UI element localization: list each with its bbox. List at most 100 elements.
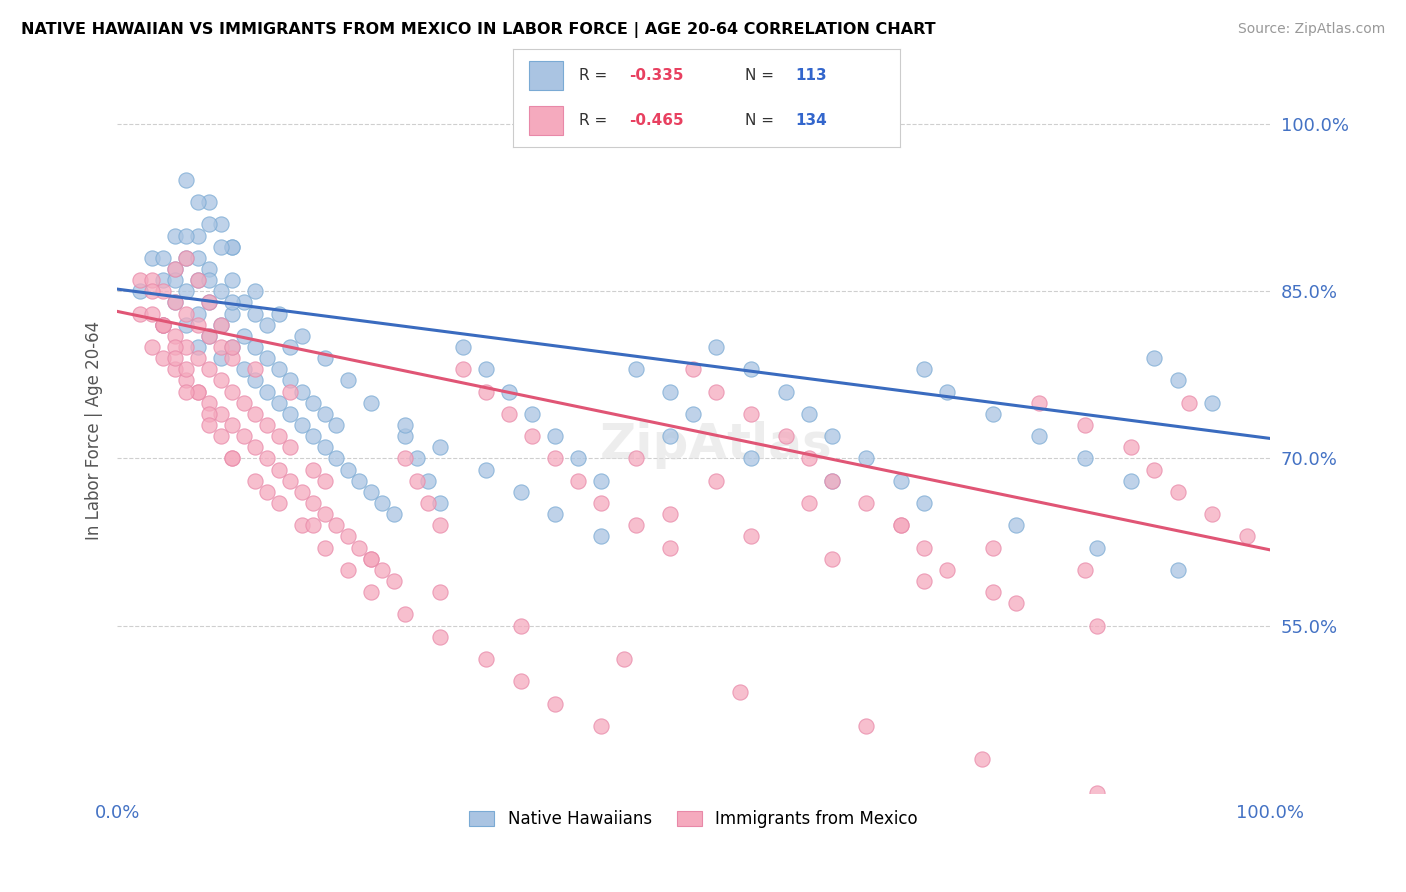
Point: [1085, 541, 1108, 555]
Point: [198, 395, 221, 409]
Point: [520, 429, 543, 443]
Point: [187, 228, 209, 243]
Point: [129, 307, 152, 321]
Point: [302, 496, 325, 510]
Point: [267, 462, 290, 476]
Point: [382, 574, 405, 588]
Point: [1074, 417, 1097, 432]
Point: [706, 474, 728, 488]
Point: [291, 518, 314, 533]
Point: [429, 585, 451, 599]
Point: [371, 496, 394, 510]
Point: [198, 295, 221, 310]
Point: [682, 362, 704, 376]
Point: [981, 407, 1004, 421]
Point: [544, 451, 567, 466]
Point: [659, 507, 682, 521]
Point: [740, 407, 762, 421]
Point: [221, 451, 243, 466]
Point: [336, 563, 359, 577]
Point: [198, 417, 221, 432]
Point: [221, 240, 243, 254]
Point: [567, 451, 589, 466]
Point: [360, 484, 382, 499]
Point: [1074, 451, 1097, 466]
Point: [890, 474, 912, 488]
Point: [221, 451, 243, 466]
Point: [821, 474, 844, 488]
Point: [394, 451, 416, 466]
Point: [221, 340, 243, 354]
Point: [821, 474, 844, 488]
Point: [176, 318, 198, 332]
Point: [544, 429, 567, 443]
Point: [509, 484, 531, 499]
Point: [394, 607, 416, 622]
Point: [475, 384, 498, 399]
Point: [221, 384, 243, 399]
Text: R =: R =: [579, 113, 607, 128]
Point: [291, 329, 314, 343]
Point: [405, 451, 427, 466]
Point: [624, 362, 647, 376]
Point: [429, 518, 451, 533]
Text: -0.465: -0.465: [630, 113, 683, 128]
Point: [163, 362, 186, 376]
Point: [1201, 395, 1223, 409]
Point: [245, 285, 267, 299]
Point: [187, 340, 209, 354]
Point: [821, 429, 844, 443]
Point: [176, 307, 198, 321]
Point: [336, 462, 359, 476]
Point: [360, 551, 382, 566]
Point: [163, 340, 186, 354]
Point: [233, 362, 256, 376]
Point: [360, 551, 382, 566]
Point: [163, 228, 186, 243]
Point: [325, 417, 347, 432]
Point: [1028, 395, 1050, 409]
Point: [163, 273, 186, 287]
Point: [314, 541, 336, 555]
Point: [706, 340, 728, 354]
Point: [1028, 429, 1050, 443]
Point: [325, 451, 347, 466]
Point: [659, 384, 682, 399]
Point: [233, 429, 256, 443]
Point: [198, 195, 221, 210]
Point: [152, 351, 174, 366]
Text: N =: N =: [745, 68, 775, 83]
Point: [198, 329, 221, 343]
Point: [659, 429, 682, 443]
Point: [176, 362, 198, 376]
Point: [451, 340, 474, 354]
Point: [152, 273, 174, 287]
Point: [659, 541, 682, 555]
Point: [382, 507, 405, 521]
Point: [278, 384, 301, 399]
Point: [291, 484, 314, 499]
Point: [775, 429, 797, 443]
Point: [209, 218, 232, 232]
Point: [394, 429, 416, 443]
Point: [187, 384, 209, 399]
Point: [176, 251, 198, 265]
Point: [314, 440, 336, 454]
Point: [163, 351, 186, 366]
Point: [302, 429, 325, 443]
Point: [233, 295, 256, 310]
Point: [245, 440, 267, 454]
Point: [336, 529, 359, 543]
Point: [371, 563, 394, 577]
Point: [209, 318, 232, 332]
Point: [176, 374, 198, 388]
Point: [163, 262, 186, 277]
Point: [256, 318, 278, 332]
Point: [418, 474, 440, 488]
Point: [498, 384, 520, 399]
Point: [981, 585, 1004, 599]
Point: [176, 251, 198, 265]
Point: [591, 474, 613, 488]
Point: [209, 407, 232, 421]
Point: [740, 362, 762, 376]
